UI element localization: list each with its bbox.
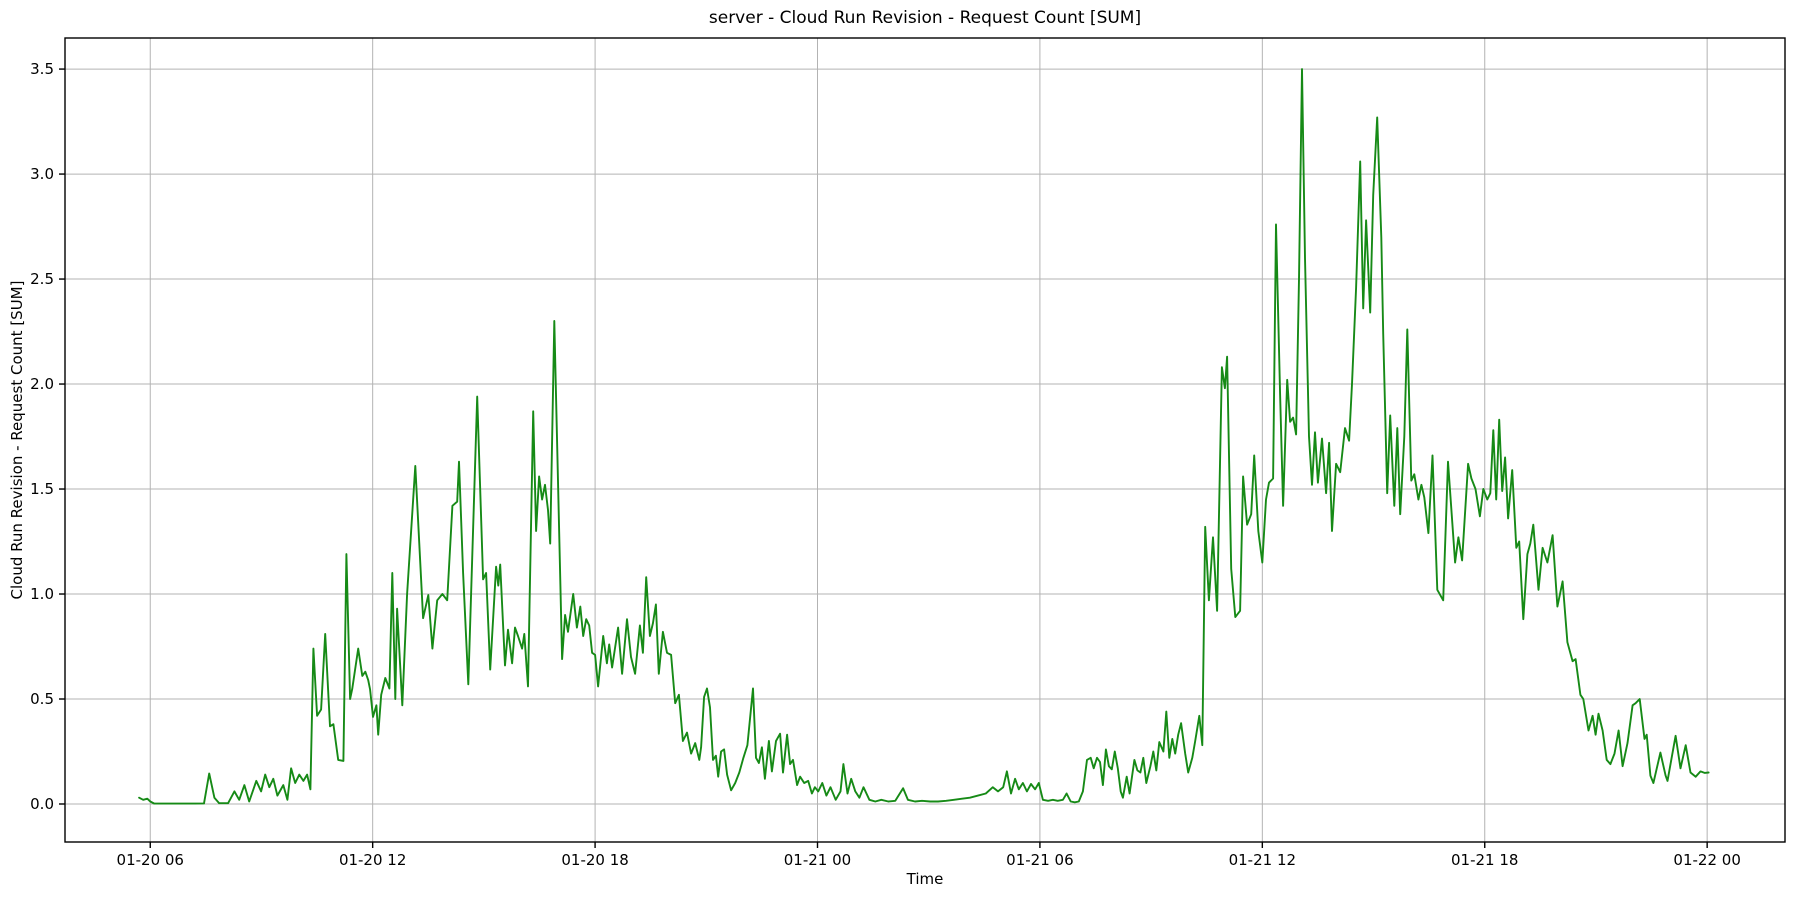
- y-tick-label: 0.5: [30, 690, 54, 708]
- x-tick-label: 01-22 00: [1673, 851, 1740, 869]
- y-tick-label: 2.0: [30, 375, 54, 393]
- x-tick-label: 01-21 18: [1451, 851, 1518, 869]
- x-tick-label: 01-21 12: [1229, 851, 1296, 869]
- x-tick-label: 01-20 06: [117, 851, 184, 869]
- y-tick-label: 2.5: [30, 270, 54, 288]
- y-tick-label: 1.0: [30, 585, 54, 603]
- x-tick-label: 01-21 00: [784, 851, 851, 869]
- y-tick-label: 0.0: [30, 795, 54, 813]
- x-tick-label: 01-20 12: [339, 851, 406, 869]
- series-line: [138, 68, 1710, 805]
- x-axis-label: Time: [906, 870, 944, 888]
- y-tick-label: 3.5: [30, 60, 54, 78]
- x-tick-label: 01-21 06: [1006, 851, 1073, 869]
- y-tick-label: 3.0: [30, 165, 54, 183]
- y-tick-label: 1.5: [30, 480, 54, 498]
- x-tick-label: 01-20 18: [561, 851, 628, 869]
- y-axis-label: Cloud Run Revision - Request Count [SUM]: [8, 280, 26, 600]
- axes-spines: [64, 37, 1786, 843]
- chart-title: server - Cloud Run Revision - Request Co…: [708, 8, 1142, 28]
